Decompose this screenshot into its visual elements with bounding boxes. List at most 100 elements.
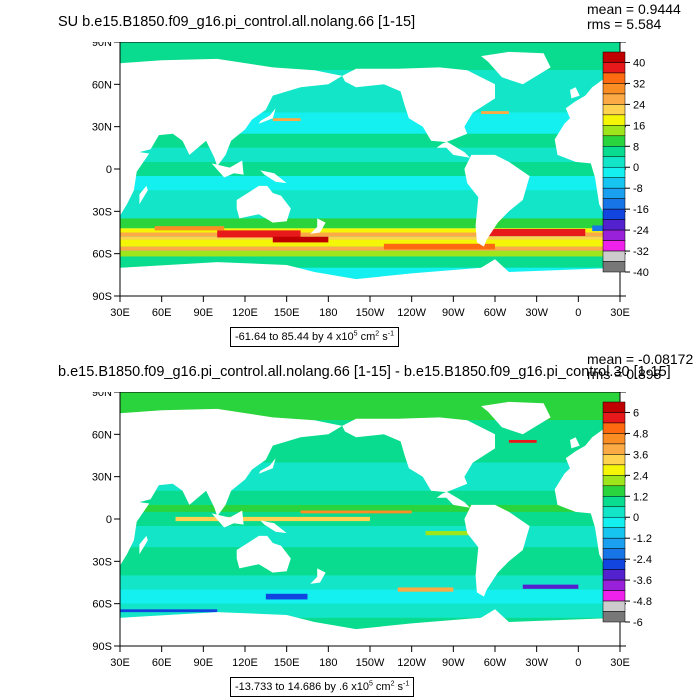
lon-label: 120W — [397, 307, 426, 319]
map-plot: 90N 60N 30N 0 30S 60S 90S 30E 60E 90E 120E 150E 180 1… — [92, 42, 700, 319]
land-australia — [236, 535, 291, 573]
land-antarctica — [120, 609, 620, 646]
rms-value: rms = 0.898 — [587, 366, 662, 382]
colorbar-swatch — [602, 516, 626, 528]
land-uk — [570, 437, 580, 449]
contour-streak — [488, 228, 586, 237]
lat-label: 30S — [92, 556, 112, 568]
colorbar-label: -8 — [633, 183, 643, 195]
contour-streak — [272, 236, 329, 243]
lon-label: 150E — [274, 307, 300, 319]
latitude-band — [120, 190, 620, 219]
land-south-america — [464, 504, 530, 597]
colorbar-swatch — [602, 454, 626, 466]
lat-label: 60S — [92, 599, 112, 611]
colorbar-swatch — [602, 104, 626, 116]
colorbar-label: -40 — [633, 267, 649, 279]
latitude-band — [120, 228, 620, 233]
land-greenland — [481, 401, 551, 435]
colorbar-label: 8 — [633, 141, 639, 153]
colorbar-swatch — [602, 433, 626, 445]
contour-range-label: -61.64 to 85.44 by 4 x105 cm2 s-1 — [230, 327, 399, 347]
lon-label: 30E — [110, 307, 130, 319]
colorbar-swatch — [602, 114, 626, 126]
lon-label: 120E — [232, 657, 258, 669]
land-new-zealand — [310, 568, 326, 584]
colorbar-swatch — [602, 422, 626, 434]
colorbar-swatch — [602, 250, 626, 262]
colorbar-swatch — [602, 611, 626, 623]
contour-streak — [508, 439, 537, 443]
colorbar-swatch — [602, 83, 626, 95]
colorbar-swatch — [602, 261, 626, 273]
mean-value: mean = -0.08172 — [587, 351, 694, 367]
colorbar: 40 32 24 16 8 0 -8 -16 -24 -32 -40 — [602, 51, 649, 279]
colorbar-label: 24 — [633, 99, 645, 111]
land-japan — [258, 458, 276, 474]
colorbar-label: 0 — [633, 512, 639, 524]
colorbar-label: -2.4 — [633, 554, 652, 566]
lat-label: 90S — [92, 641, 112, 653]
lat-label: 90S — [92, 291, 112, 303]
panel-total: SU b.e15.B1850.f09_g16.pi_control.all.no… — [58, 1, 700, 347]
land-antarctica — [120, 259, 620, 296]
latitude-band — [120, 575, 620, 590]
colorbar-swatch — [602, 569, 626, 581]
lon-label: 90E — [194, 307, 214, 319]
lon-label: 150W — [356, 307, 385, 319]
contour-streak — [481, 111, 509, 114]
lat-label: 60N — [92, 79, 112, 91]
lon-label: 0 — [575, 657, 581, 669]
land-north-america — [342, 417, 495, 508]
colorbar-swatch — [602, 125, 626, 137]
lon-label: 90E — [194, 657, 214, 669]
colorbar-swatch — [602, 156, 626, 168]
lon-label: 150W — [356, 657, 385, 669]
lon-label: 30W — [525, 307, 548, 319]
latitude-band — [120, 547, 620, 576]
lon-label: 150E — [274, 657, 300, 669]
colorbar-swatch — [602, 475, 626, 487]
colorbar-label: 0 — [633, 162, 639, 174]
colorbar-swatch — [602, 590, 626, 602]
colorbar-label: 1.2 — [633, 491, 648, 503]
colorbar-swatch — [602, 135, 626, 147]
land-south-america — [464, 154, 530, 247]
land-antarctica — [620, 259, 700, 296]
contour-streak — [175, 516, 370, 522]
land-eurasia-africa — [120, 408, 343, 566]
land-uk — [70, 437, 80, 448]
lon-label: 180 — [319, 307, 337, 319]
latitude-band — [120, 526, 620, 548]
lon-label: 60E — [152, 657, 172, 669]
land-borneo-indonesia — [211, 160, 244, 178]
contour-range-label: -13.733 to 14.686 by .6 x105 cm2 s-1 — [230, 677, 415, 697]
lon-label: 90W — [442, 307, 465, 319]
lon-label: 30W — [525, 657, 548, 669]
colorbar-label: 2.4 — [633, 470, 648, 482]
colorbar-label: -3.6 — [633, 575, 652, 587]
latitude-band — [120, 250, 620, 257]
lat-label: 0 — [106, 164, 112, 176]
colorbar-swatch — [602, 558, 626, 570]
colorbar-label: 40 — [633, 57, 645, 69]
colorbar-swatch — [602, 412, 626, 424]
colorbar-swatch — [602, 464, 626, 476]
colorbar-swatch — [602, 51, 626, 63]
lat-label: 30N — [92, 122, 112, 134]
colorbar-label: -6 — [633, 617, 643, 629]
lon-label: 30E — [610, 657, 630, 669]
contour-streak — [272, 118, 301, 122]
colorbar-label: 4.8 — [633, 428, 648, 440]
lat-label: 60N — [92, 429, 112, 441]
lat-label: 30N — [92, 472, 112, 484]
colorbar-swatch — [602, 240, 626, 252]
colorbar-label: 32 — [633, 78, 645, 90]
colorbar-label: -1.2 — [633, 533, 652, 545]
land-eurasia-africa — [120, 58, 343, 216]
contour-streak — [397, 587, 454, 592]
latitude-band — [120, 504, 620, 512]
lat-label: 0 — [106, 514, 112, 526]
land-antarctica — [620, 609, 700, 646]
colorbar-swatch — [602, 177, 626, 189]
